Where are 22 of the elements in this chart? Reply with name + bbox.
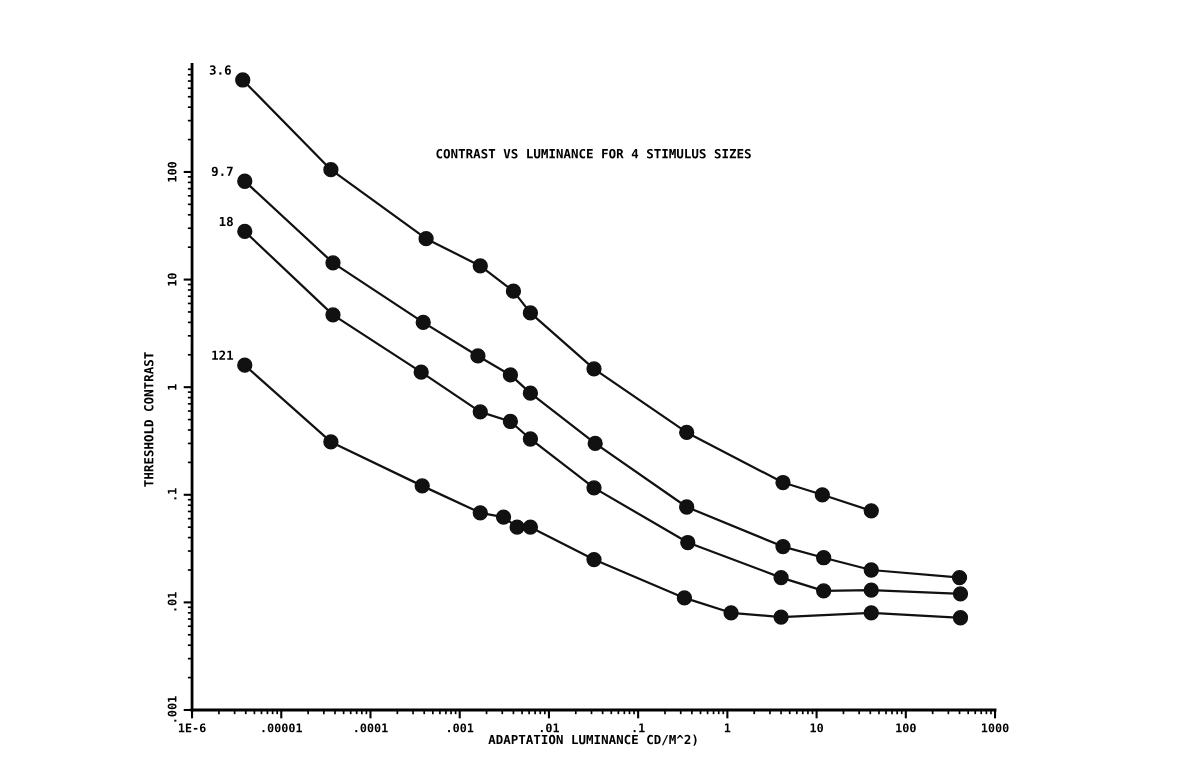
x-tick-label: .0001	[355, 723, 388, 733]
x-tick-label: .1	[633, 723, 645, 733]
y-tick-label: .1	[167, 488, 177, 500]
x-tick-label: .00001	[262, 723, 303, 733]
x-tick-label: 1	[724, 723, 731, 733]
series-label: 9.7	[211, 166, 233, 177]
y-axis-title: THRESHOLD CONTRAST	[144, 352, 154, 487]
y-tick-label: .01	[167, 592, 177, 611]
x-tick-label: 1000	[981, 723, 1009, 733]
x-axis-title: ADAPTATION LUMINANCE CD/M^2)	[488, 734, 697, 746]
x-tick-label: .01	[540, 723, 560, 733]
y-tick-label: 100	[167, 162, 177, 182]
y-tick-label: 10	[167, 273, 177, 286]
text: CONTRAST VS LUMINANCE FOR 4 STIMULUS SIZES	[436, 148, 751, 159]
x-tick-label: 1E-6	[178, 723, 206, 733]
x-tick-label: .001	[448, 723, 474, 733]
x-tick-label: 10	[810, 723, 823, 733]
series-label: 18	[219, 216, 233, 227]
series-label: 3.6	[209, 65, 231, 75]
y-tick-label: 1	[167, 384, 177, 390]
x-tick-label: 100	[896, 723, 916, 733]
series-label: 121	[212, 350, 234, 360]
